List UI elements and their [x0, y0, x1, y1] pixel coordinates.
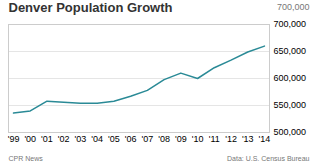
- svg-text:'06: '06: [125, 134, 137, 144]
- svg-text:'10: '10: [192, 134, 204, 144]
- svg-text:700,000: 700,000: [274, 19, 307, 29]
- svg-text:'01: '01: [41, 134, 53, 144]
- svg-text:Denver Population Growth: Denver Population Growth: [9, 0, 173, 15]
- svg-text:'12: '12: [225, 134, 237, 144]
- svg-text:'03: '03: [75, 134, 87, 144]
- svg-text:'04: '04: [91, 134, 103, 144]
- svg-text:CPR News: CPR News: [9, 155, 44, 162]
- svg-text:700,000: 700,000: [277, 2, 310, 12]
- svg-text:'05: '05: [108, 134, 120, 144]
- svg-text:600,000: 600,000: [274, 73, 307, 83]
- svg-text:'14: '14: [259, 134, 271, 144]
- svg-text:500,000: 500,000: [274, 127, 307, 137]
- svg-text:'08: '08: [158, 134, 170, 144]
- svg-text:'99: '99: [8, 134, 20, 144]
- svg-text:Data: U.S. Census Bureau: Data: U.S. Census Bureau: [227, 155, 310, 162]
- svg-text:'02: '02: [58, 134, 70, 144]
- svg-text:'00: '00: [24, 134, 36, 144]
- svg-text:550,000: 550,000: [274, 100, 307, 110]
- svg-text:'11: '11: [209, 134, 220, 144]
- svg-text:'07: '07: [141, 134, 153, 144]
- svg-text:650,000: 650,000: [274, 46, 307, 56]
- svg-text:'13: '13: [242, 134, 254, 144]
- svg-text:'09: '09: [175, 134, 187, 144]
